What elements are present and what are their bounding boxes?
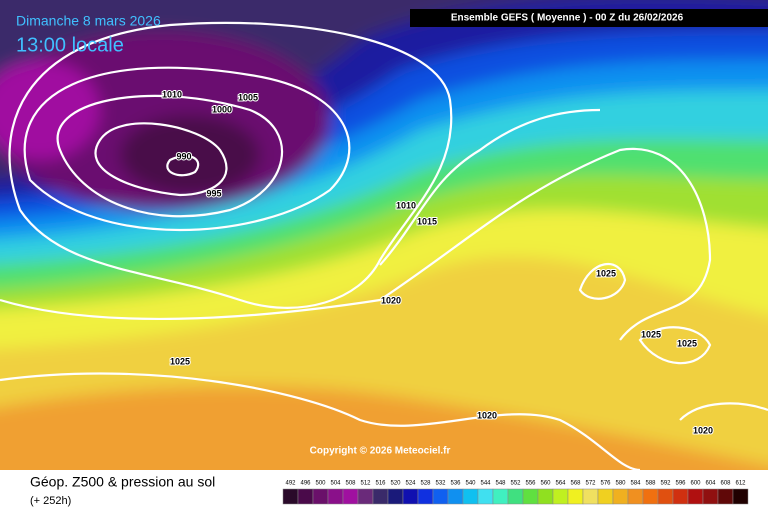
scale-swatch xyxy=(462,488,479,505)
scale-swatch xyxy=(627,488,644,505)
scale-label: 544 xyxy=(480,481,491,487)
scale-label: 588 xyxy=(645,481,656,487)
scale-label: 564 xyxy=(555,481,566,487)
scale-label: 604 xyxy=(705,481,716,487)
scale-label: 536 xyxy=(450,481,461,487)
scale-swatch xyxy=(357,488,374,505)
scale-swatch xyxy=(537,488,554,505)
isobar-label: 1015 xyxy=(417,216,437,226)
time: 13:00 locale xyxy=(16,34,124,56)
scale-label: 572 xyxy=(585,481,596,487)
run-box xyxy=(410,9,768,27)
isobar-label: 1025 xyxy=(641,329,661,339)
scale-swatch xyxy=(642,488,659,505)
scale-swatch xyxy=(432,488,449,505)
scale-label: 560 xyxy=(540,481,551,487)
isobar-label: 1020 xyxy=(693,425,713,435)
scale-label: 496 xyxy=(300,481,311,487)
scale-swatch xyxy=(687,488,704,505)
scale-label: 516 xyxy=(375,481,386,487)
scale-swatch xyxy=(597,488,614,505)
scale-label: 492 xyxy=(285,481,296,487)
isobar-label: 995 xyxy=(206,188,221,198)
run: Ensemble GEFS ( Moyenne ) - 00 Z du 26/0… xyxy=(451,13,684,24)
scale-label: 540 xyxy=(465,481,476,487)
scale-swatch xyxy=(717,488,734,505)
scale-swatch xyxy=(567,488,584,505)
scale-label: 532 xyxy=(435,481,446,487)
day: Dimanche 8 mars 2026 xyxy=(16,13,161,29)
isobar-labels: 1010 100510009909951010101510201025102510… xyxy=(161,88,714,436)
isobar-label: 1000 xyxy=(212,104,232,114)
isobar-label: 1010 xyxy=(396,200,416,210)
isobars xyxy=(0,21,768,472)
scale-label: 500 xyxy=(315,481,326,487)
isobar-label: 1025 xyxy=(596,268,616,278)
isobar-label: 1020 xyxy=(477,410,497,420)
scale-swatch xyxy=(672,488,689,505)
scale-swatch xyxy=(477,488,494,505)
color-scale: 492 496 500 504 508 512 516 520 524 528 532 536 540 5… xyxy=(282,481,749,505)
scale-label: 592 xyxy=(660,481,671,487)
isobar-label: 990 xyxy=(176,151,191,161)
scale-label: 584 xyxy=(630,481,641,487)
scale-swatch xyxy=(312,488,329,505)
scale-swatch xyxy=(297,488,314,505)
scale-swatch xyxy=(417,488,434,505)
scale-label: 504 xyxy=(330,481,341,487)
scale-swatch xyxy=(447,488,464,505)
scale-swatch xyxy=(552,488,569,505)
scale-label: 600 xyxy=(690,481,701,487)
field xyxy=(0,0,768,490)
isobar-label: 1005 xyxy=(238,92,258,102)
scale-swatch xyxy=(492,488,509,505)
footer-title: Géop. Z500 & pression au sol xyxy=(30,474,215,490)
scale-swatch xyxy=(327,488,344,505)
scale-label: 552 xyxy=(510,481,521,487)
scale-label: 576 xyxy=(600,481,611,487)
scale-swatch xyxy=(387,488,404,505)
scale-swatch xyxy=(522,488,539,505)
scale-swatch xyxy=(342,488,359,505)
copyright: Copyright © 2026 Meteociel.fr xyxy=(310,446,451,457)
scale-swatch xyxy=(282,488,299,505)
isobar-label: 1010 xyxy=(162,89,182,99)
scale-label: 556 xyxy=(525,481,536,487)
footer-lead: (+ 252h) xyxy=(30,495,71,507)
scale-swatch xyxy=(507,488,524,505)
scale-swatch xyxy=(582,488,599,505)
isobar-label: 1025 xyxy=(677,338,697,348)
scale-swatch xyxy=(612,488,629,505)
scale-label: 612 xyxy=(735,481,746,487)
isobar-label: 1025 xyxy=(170,356,190,366)
scale-swatch xyxy=(732,488,749,505)
scale-label: 568 xyxy=(570,481,581,487)
scale-swatch xyxy=(402,488,419,505)
scale-swatch xyxy=(657,488,674,505)
scale-swatch xyxy=(372,488,389,505)
scale-label: 596 xyxy=(675,481,686,487)
scale-label: 512 xyxy=(360,481,371,487)
scale-label: 528 xyxy=(420,481,431,487)
scale-swatch xyxy=(702,488,719,505)
scale-label: 520 xyxy=(390,481,401,487)
isobar-label: 1020 xyxy=(381,295,401,305)
scale-label: 524 xyxy=(405,481,416,487)
scale-label: 548 xyxy=(495,481,506,487)
scale-label: 580 xyxy=(615,481,626,487)
scale-label: 608 xyxy=(720,481,731,487)
scale-label: 508 xyxy=(345,481,356,487)
